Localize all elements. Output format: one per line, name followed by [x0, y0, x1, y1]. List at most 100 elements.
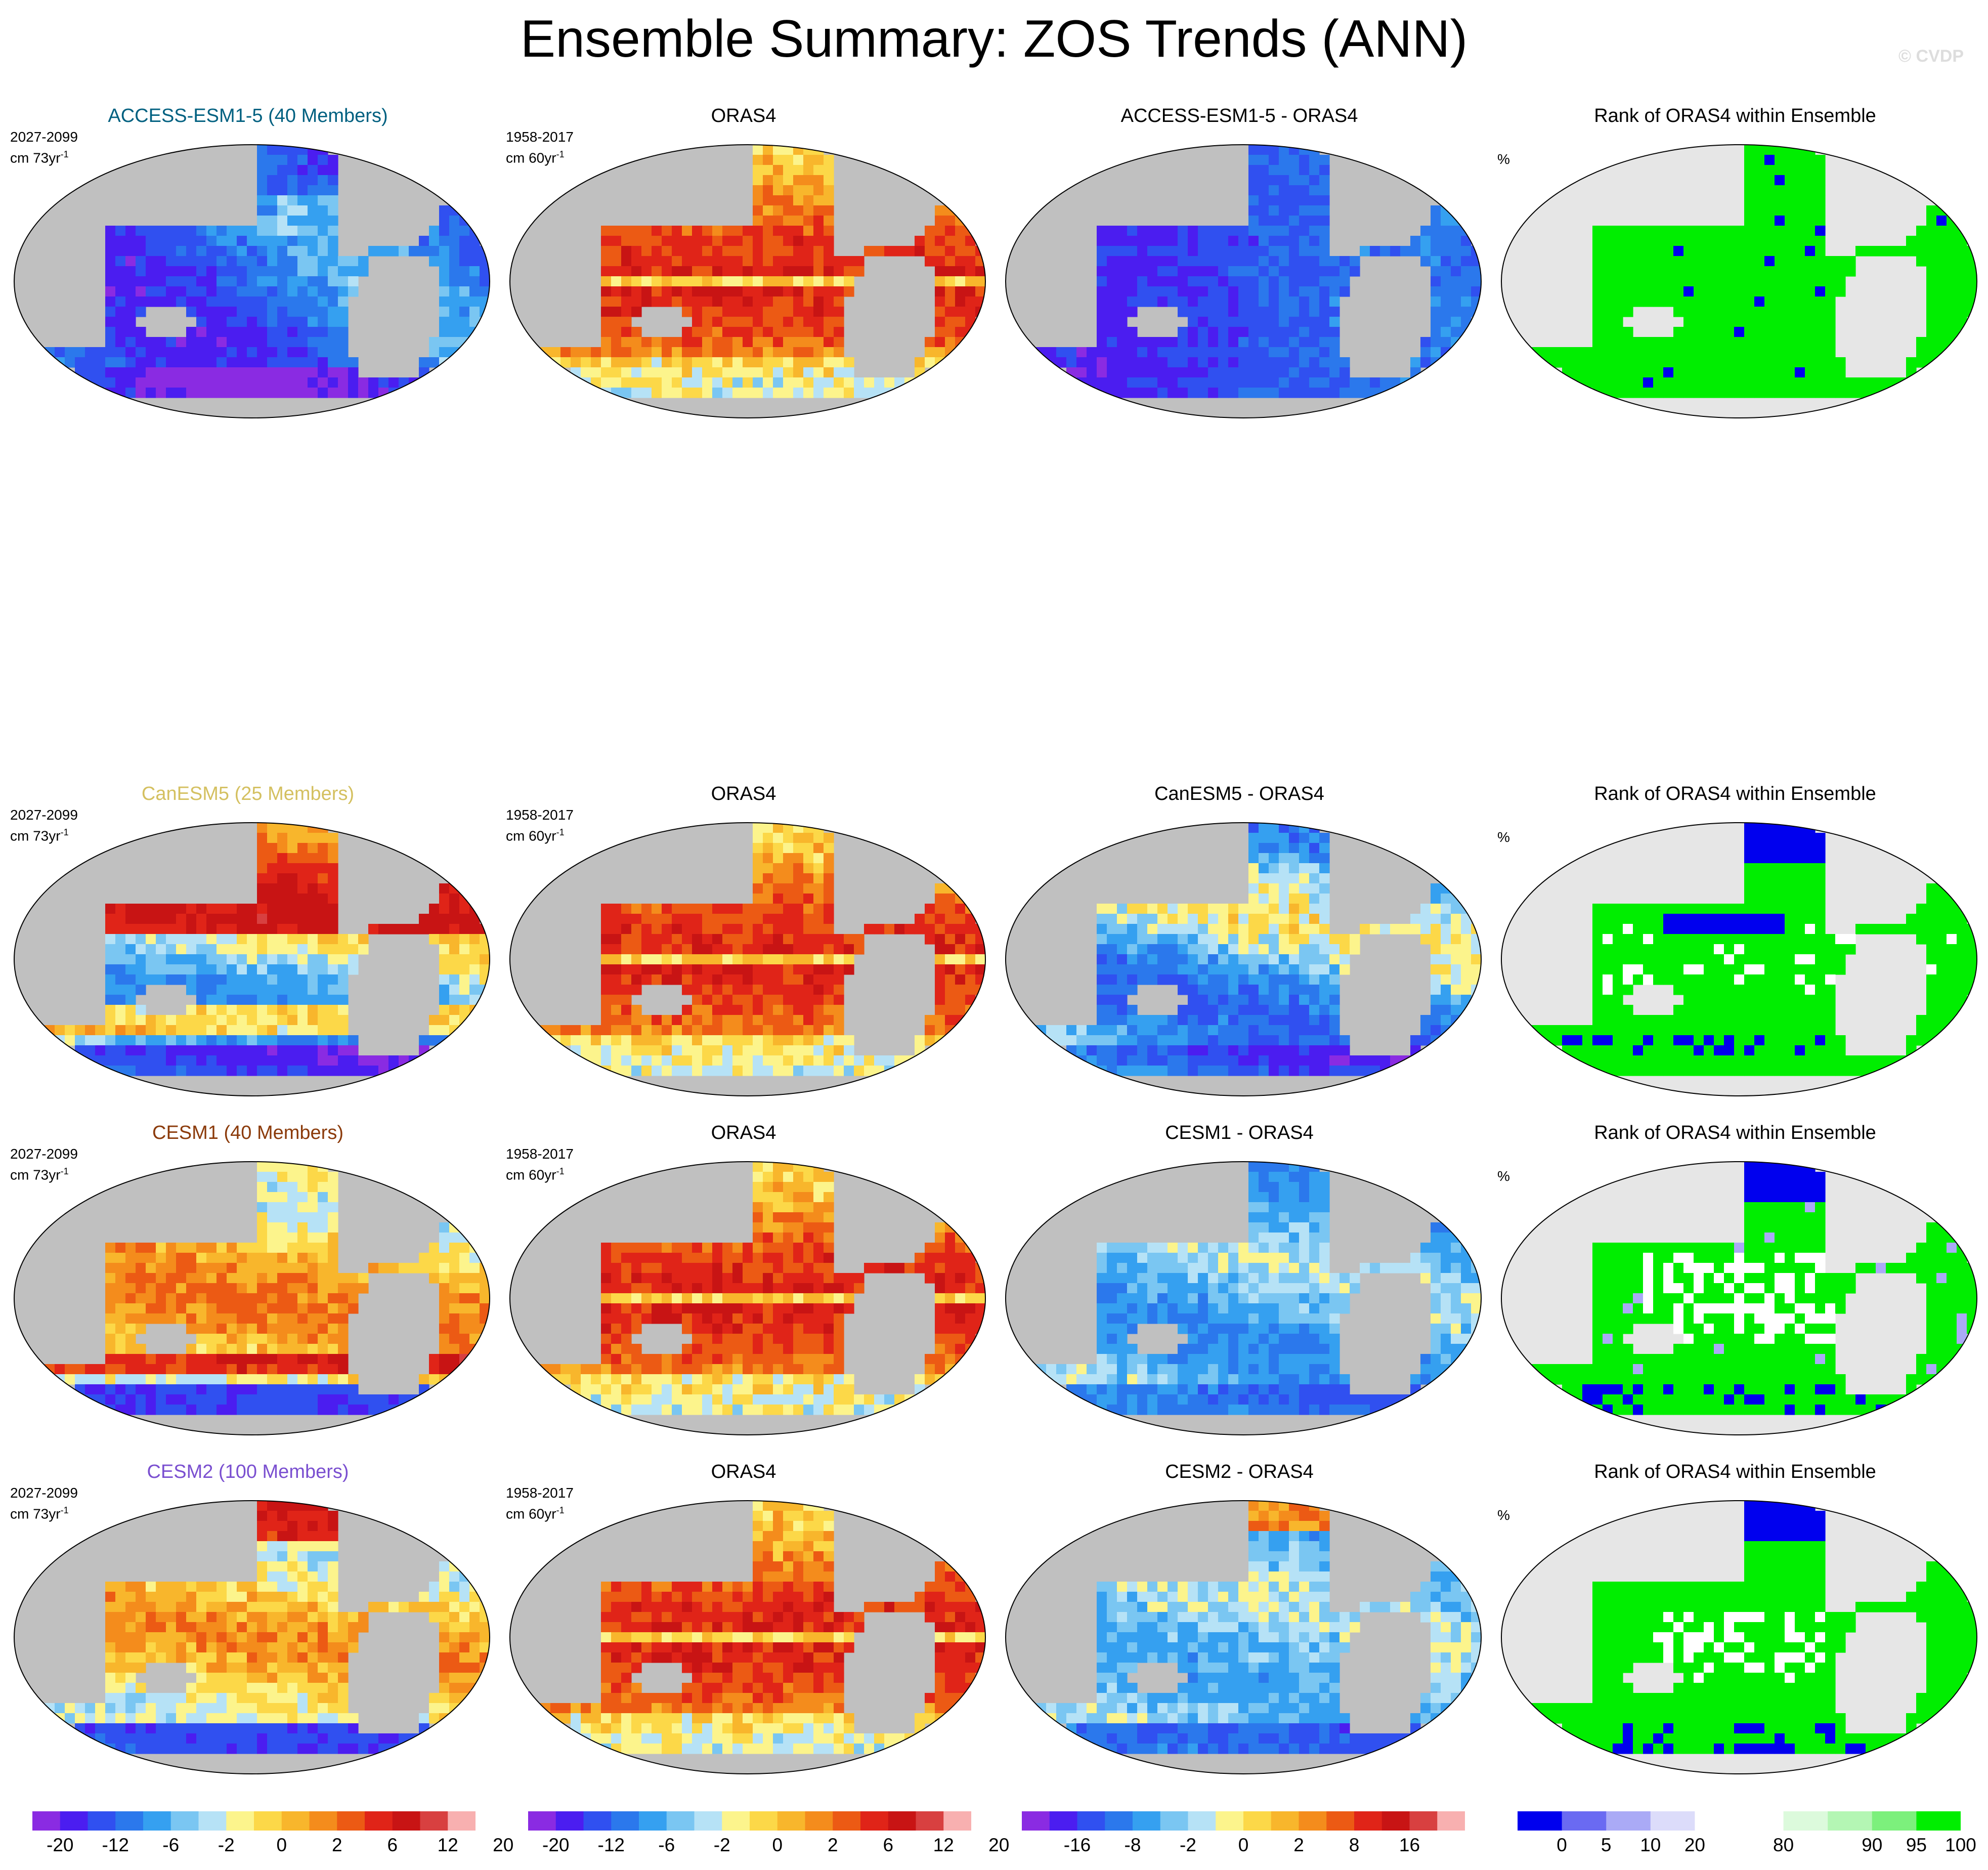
- colorbar-tick-label: 2: [1293, 1835, 1304, 1855]
- colorbar-swatches: [1022, 1811, 1465, 1831]
- panel-info: 2027-2099 cm 73yr-1: [10, 1484, 78, 1522]
- map-panel-diff: CESM2 - ORAS4: [991, 1461, 1487, 1785]
- colorbar-swatch: [1695, 1811, 1740, 1831]
- world-map: [14, 1500, 490, 1774]
- panel-info: %: [1497, 829, 1510, 846]
- map-panel-rank: Rank of ORAS4 within Ensemble%: [1487, 783, 1983, 1107]
- period-label: 2027-2099: [10, 1146, 78, 1162]
- world-map: [14, 144, 490, 418]
- colorbar-tick-label: 0: [772, 1835, 783, 1855]
- colorbar-swatch: [365, 1811, 393, 1831]
- colorbar-swatch: [1243, 1811, 1272, 1831]
- colorbar-tick-label: -6: [162, 1835, 180, 1855]
- colorbar-tick-label: 5: [1601, 1835, 1612, 1855]
- colorbar-labels: 0 5 10 20 80 90 95 100: [1518, 1835, 1976, 1860]
- units-exponent: -1: [556, 827, 565, 837]
- units-label: %: [1497, 829, 1510, 845]
- colorbar-tick-label: -2: [713, 1835, 730, 1855]
- world-map: [1005, 144, 1482, 418]
- colorbar-tick-label: -2: [1180, 1835, 1196, 1855]
- panel-info: %: [1497, 1507, 1510, 1524]
- world-map: [1501, 1500, 1977, 1774]
- figure-title: Ensemble Summary: ZOS Trends (ANN): [520, 10, 1468, 68]
- colorbar-tick-label: 0: [1557, 1835, 1567, 1855]
- colorbar-swatch: [1022, 1811, 1050, 1831]
- world-map: [509, 1161, 986, 1435]
- colorbar-swatch: [943, 1811, 971, 1831]
- colorbar-tick-label: -16: [1063, 1835, 1091, 1855]
- world-map: [14, 1161, 490, 1435]
- units-exponent: -1: [60, 1166, 69, 1176]
- units-base: cm 73yr: [10, 150, 61, 166]
- period-label: 1958-2017: [506, 1485, 574, 1501]
- colorbar-tick-label: 95: [1906, 1835, 1927, 1855]
- units-label: cm 73yr-1: [10, 1163, 78, 1183]
- colorbar-tick-label: 0: [1238, 1835, 1249, 1855]
- units-base: cm 73yr: [10, 1506, 61, 1522]
- colorbar-labels: -20 -12 -6 -2 0 2 6 12 20: [528, 1835, 1009, 1860]
- colorbar-tick-label: -20: [542, 1835, 570, 1855]
- map-panel-rank: Rank of ORAS4 within Ensemble%: [1487, 1461, 1983, 1785]
- colorbar-labels: -16 -8 -2 0 2 8 16: [1022, 1835, 1465, 1860]
- colorbar-swatch: [1354, 1811, 1382, 1831]
- world-map: [509, 144, 986, 418]
- colorbar-swatch: [833, 1811, 861, 1831]
- colorbar-swatch: [528, 1811, 556, 1831]
- colorbar-swatch: [722, 1811, 750, 1831]
- colorbar: -20 -12 -6 -2 0 2 6 12 20: [528, 1811, 1009, 1862]
- colorbar-swatch: [1326, 1811, 1355, 1831]
- colorbar-tick-label: 10: [1640, 1835, 1661, 1855]
- colorbar-swatch: [777, 1811, 805, 1831]
- panel-info: %: [1497, 151, 1510, 168]
- world-map: [1005, 1161, 1482, 1435]
- colorbar-swatch: [448, 1811, 476, 1831]
- world-map: [1005, 822, 1482, 1096]
- world-map: [1501, 1161, 1977, 1435]
- colorbar-swatch: [1299, 1811, 1327, 1831]
- colorbar-swatch: [694, 1811, 722, 1831]
- colorbar-tick-label: 16: [1399, 1835, 1420, 1855]
- map-panel-diff: CESM1 - ORAS4: [991, 1122, 1487, 1446]
- colorbar-swatch: [1783, 1811, 1828, 1831]
- colorbar-swatch: [1216, 1811, 1244, 1831]
- colorbar-swatches: [528, 1811, 971, 1831]
- period-label: 1958-2017: [506, 129, 574, 145]
- world-map: [1501, 144, 1977, 418]
- panel-title: ORAS4: [711, 783, 776, 804]
- colorbar-tick-label: 0: [276, 1835, 287, 1855]
- colorbar-swatch: [32, 1811, 61, 1831]
- period-label: 1958-2017: [506, 1146, 574, 1162]
- colorbar-swatch: [1562, 1811, 1607, 1831]
- panel-title: CanESM5 (25 Members): [141, 783, 355, 804]
- map-panel-model: CESM1 (40 Members) 2027-2099 cm 73yr-1: [0, 1122, 496, 1446]
- colorbar-swatch: [1409, 1811, 1438, 1831]
- panel-title: CESM1 - ORAS4: [1165, 1122, 1314, 1143]
- panel-title: ORAS4: [711, 1461, 776, 1482]
- units-label: cm 60yr-1: [506, 146, 574, 166]
- map-panel-obs: ORAS4 1958-2017 cm 60yr-1: [496, 105, 991, 429]
- panel-title: ACCESS-ESM1-5 - ORAS4: [1120, 105, 1358, 126]
- colorbar-tick-label: -12: [102, 1835, 129, 1855]
- map-panel-rank: Rank of ORAS4 within Ensemble%: [1487, 1122, 1983, 1446]
- panel-title: Rank of ORAS4 within Ensemble: [1594, 1461, 1876, 1482]
- period-label: 1958-2017: [506, 807, 574, 823]
- colorbar-swatch: [750, 1811, 778, 1831]
- panel-title: CESM1 (40 Members): [152, 1122, 343, 1143]
- colorbar-swatch: [392, 1811, 420, 1831]
- colorbar-tick-label: -6: [658, 1835, 675, 1855]
- colorbar-swatch: [1077, 1811, 1105, 1831]
- units-exponent: -1: [556, 1505, 565, 1515]
- world-map: [509, 1500, 986, 1774]
- colorbar-swatch: [1606, 1811, 1651, 1831]
- colorbar-labels: -20 -12 -6 -2 0 2 6 12 20: [32, 1835, 513, 1860]
- units-base: cm 73yr: [10, 1167, 61, 1183]
- colorbar: -16 -8 -2 0 2 8 16: [1022, 1811, 1465, 1862]
- panel-info: 1958-2017 cm 60yr-1: [506, 806, 574, 844]
- colorbar-swatch: [1381, 1811, 1410, 1831]
- colorbar-swatch: [1828, 1811, 1873, 1831]
- colorbar-swatch: [1437, 1811, 1465, 1831]
- units-label: cm 73yr-1: [10, 1502, 78, 1522]
- units-exponent: -1: [556, 149, 565, 159]
- colorbar-swatch: [170, 1811, 199, 1831]
- units-base: cm 60yr: [506, 828, 556, 844]
